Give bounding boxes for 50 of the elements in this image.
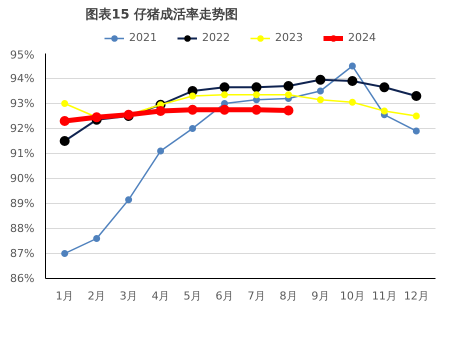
- point: [61, 100, 68, 107]
- point: [61, 250, 68, 257]
- x-tick-label: 10月: [340, 290, 365, 302]
- y-tick-label: 86%: [10, 272, 35, 285]
- point: [412, 128, 420, 134]
- point: [220, 104, 230, 115]
- point: [348, 98, 356, 106]
- point: [284, 91, 292, 98]
- y-tick-label: 94%: [10, 72, 35, 85]
- x-tick-label: 6月: [216, 290, 234, 302]
- x-tick-label: 9月: [311, 290, 330, 302]
- y-tick-label: 93%: [10, 97, 35, 110]
- y-tick-label: 92%: [10, 122, 35, 135]
- y-tick-label: 90%: [10, 172, 35, 185]
- point: [221, 91, 228, 98]
- x-tick-label: 1月: [56, 290, 74, 302]
- point: [189, 125, 196, 132]
- point: [189, 92, 196, 100]
- x-tick-label: 7月: [247, 290, 266, 302]
- point: [316, 88, 324, 94]
- y-tick-label: 91%: [10, 147, 35, 160]
- legend-label: 2022: [202, 30, 230, 44]
- point: [380, 108, 388, 114]
- x-tick-label: 5月: [184, 290, 202, 302]
- legend-label: 2021: [129, 30, 157, 44]
- point: [283, 106, 294, 116]
- point: [188, 104, 198, 115]
- y-tick-label: 88%: [10, 222, 35, 235]
- y-tick-label: 87%: [10, 247, 35, 260]
- x-tick-label: 12月: [404, 290, 429, 302]
- x-tick-label: 2月: [88, 290, 106, 302]
- x-tick-label: 4月: [152, 290, 170, 302]
- point: [156, 106, 166, 116]
- y-tick-label: 89%: [10, 197, 35, 210]
- legend-label: 2023: [275, 30, 303, 44]
- point: [251, 104, 262, 115]
- point: [348, 62, 356, 70]
- chart-title: 图表15 仔猪成活率走势图: [86, 6, 238, 22]
- y-tick-label: 95%: [10, 48, 35, 62]
- x-tick-label: 3月: [120, 290, 138, 302]
- point: [252, 91, 260, 98]
- point: [412, 112, 420, 120]
- point: [157, 148, 164, 154]
- point: [125, 196, 132, 204]
- point: [93, 235, 100, 242]
- point: [60, 116, 70, 126]
- x-tick-label: 8月: [279, 290, 298, 302]
- point: [316, 96, 324, 104]
- legend-label: 2024: [348, 30, 376, 44]
- x-tick-label: 11月: [372, 290, 397, 302]
